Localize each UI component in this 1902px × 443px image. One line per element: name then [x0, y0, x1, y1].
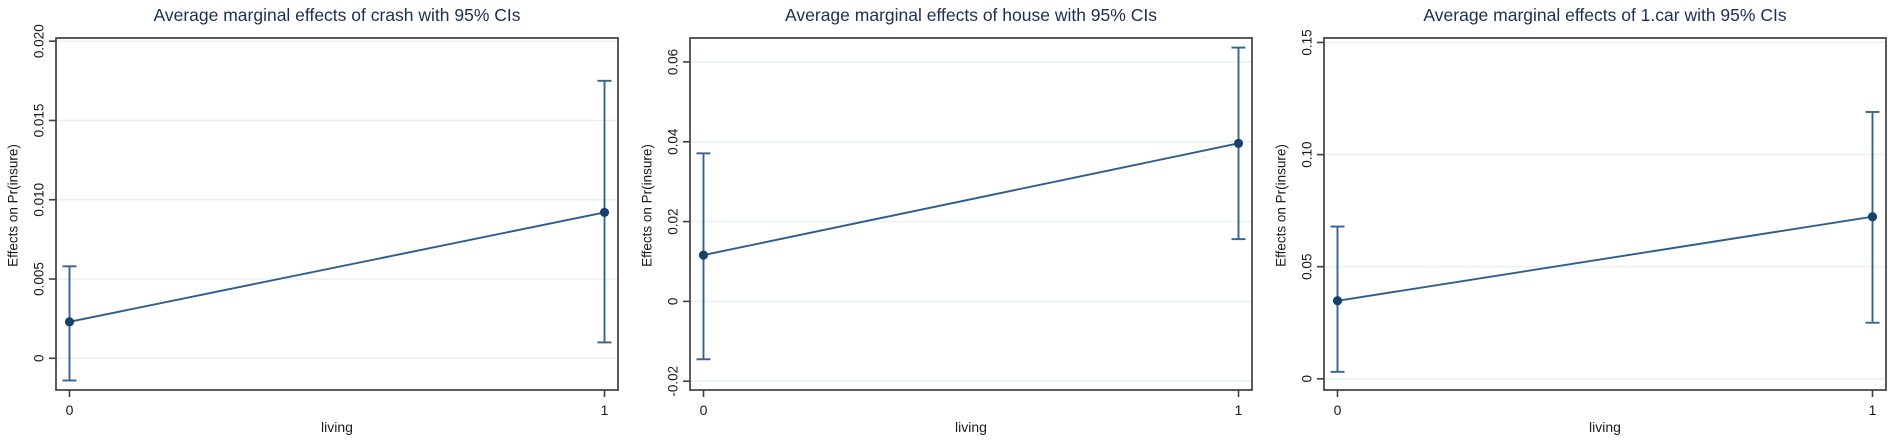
effect-marker	[64, 317, 75, 327]
chart-panel-crash: 0 0.005 0.010 0.015 0.020 0 1 Average marginal…	[0, 0, 634, 443]
y-tick-label: 0.020	[31, 24, 46, 58]
x-tick-label: 1	[601, 402, 609, 418]
y-tick-label: -0.02	[666, 366, 681, 397]
gridlines	[1324, 41, 1886, 380]
effect-line	[69, 211, 605, 323]
effect-marker	[698, 250, 709, 260]
y-tick-label: 0.05	[1300, 254, 1315, 280]
y-tick-label: 0	[32, 355, 47, 363]
x-tick-label: 1	[1235, 402, 1243, 418]
y-tick-label: 0.06	[666, 49, 681, 75]
y-tick-label: 0	[666, 298, 681, 306]
y-axis-ticks: -0.02 0 0.02 0.04 0.06	[666, 49, 690, 397]
chart-title-crash: Average marginal effects of crash with 9…	[153, 5, 521, 25]
y-axis-label-house: Effects on Pr(insure)	[639, 144, 655, 267]
y-tick-label: 0	[1300, 375, 1315, 383]
effect-line	[1337, 215, 1873, 302]
effect-marker	[1332, 296, 1343, 306]
confidence-intervals	[696, 46, 1246, 361]
confidence-intervals	[1330, 111, 1880, 373]
x-tick-label: 0	[1334, 402, 1342, 418]
y-axis-ticks: 0 0.005 0.010 0.015 0.020	[31, 24, 56, 362]
chart-panel-car: 0 0.05 0.10 0.15 0 1 Average marginal effects…	[1268, 0, 1902, 443]
plot-border	[55, 37, 619, 391]
plot-svg-car: 00.050.100.150 1	[1300, 29, 1887, 418]
chart-title-house: Average marginal effects of house with 9…	[785, 5, 1157, 25]
x-tick-label: 0	[66, 402, 74, 418]
y-tick-label: 0.005	[32, 262, 47, 296]
y-axis-ticks: 0 0.05 0.10 0.15	[1300, 29, 1324, 383]
gridlines	[56, 40, 618, 360]
x-axis-label-crash: living	[321, 419, 353, 435]
plot-border	[1323, 37, 1887, 391]
chart-title-car: Average marginal effects of 1.car with 9…	[1423, 5, 1787, 25]
x-axis-label-car: living	[1589, 419, 1621, 435]
y-axis-label-crash: Effects on Pr(insure)	[5, 144, 21, 267]
confidence-intervals	[62, 79, 612, 382]
y-tick-label: 0.02	[666, 208, 681, 234]
x-tick-label: 1	[1869, 402, 1877, 418]
gridlines	[690, 61, 1252, 383]
x-tick-label: 0	[700, 402, 708, 418]
x-axis-label-house: living	[955, 419, 987, 435]
y-tick-label: 0.010	[32, 183, 47, 217]
y-tick-label: 0.15	[1300, 29, 1315, 55]
plot-border	[689, 37, 1253, 391]
effect-marker	[1233, 138, 1244, 148]
effect-marker	[599, 207, 610, 218]
effect-marker	[1867, 212, 1878, 222]
y-axis-label-car: Effects on Pr(insure)	[1273, 144, 1289, 267]
y-tick-label: 0.10	[1300, 141, 1315, 167]
y-tick-label: 0.04	[666, 128, 681, 155]
y-tick-label: 0.015	[32, 104, 47, 138]
effect-line	[703, 142, 1239, 257]
chart-panel-house: -0.02 0 0.02 0.04 0.06 0 1 Average marginal ef…	[634, 0, 1268, 443]
